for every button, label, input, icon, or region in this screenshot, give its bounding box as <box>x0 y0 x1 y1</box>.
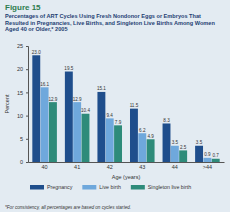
data-label: 6.2 <box>139 128 146 133</box>
y-tick-mark <box>26 46 28 47</box>
y-tick-mark <box>26 92 28 93</box>
x-tick: 41 <box>74 162 80 170</box>
y-axis-title: Percent <box>4 94 10 113</box>
legend-label: Live birth <box>99 184 121 190</box>
y-tick-label: 10 <box>17 113 23 119</box>
data-label: 11.5 <box>130 103 139 108</box>
chart: 23.0 19.5 15.1 11.5 8.3 3.5 16.1 12.9 9.4 6.2 3.5 0… <box>0 38 230 212</box>
data-label: 12.9 <box>73 97 82 102</box>
y-tick-label: 20 <box>17 66 23 72</box>
data-label: 9.4 <box>107 113 114 118</box>
y-tick-label: 15 <box>17 90 23 96</box>
y-tick: 15 <box>17 90 28 96</box>
footnote: *For consistency, all percentages are ba… <box>5 205 131 210</box>
y-tick-label: 25 <box>17 43 23 49</box>
y-tick-mark <box>26 139 28 140</box>
y-tick-mark <box>26 162 28 163</box>
y-tick-mark <box>26 116 28 117</box>
y-axis: 0 5 10 15 20 25 <box>17 43 29 165</box>
legend-swatch <box>131 185 145 190</box>
bar <box>163 123 171 162</box>
data-label: 10.4 <box>81 108 90 113</box>
x-axis: 40 41 42 43 44 >44 <box>29 162 225 170</box>
bar <box>195 146 203 162</box>
x-tick-label: >44 <box>203 164 212 170</box>
bar <box>203 158 211 162</box>
data-label: 19.5 <box>64 66 73 71</box>
legend-swatch <box>30 185 44 190</box>
x-tick: >44 <box>203 162 212 170</box>
y-tick: 0 <box>20 159 28 165</box>
x-axis-line <box>29 162 225 163</box>
bar <box>32 55 40 162</box>
bar <box>147 139 155 162</box>
data-label: 12.9 <box>48 97 57 102</box>
data-label: 3.5 <box>172 140 179 145</box>
y-axis-line <box>26 47 29 163</box>
bar <box>73 102 81 162</box>
data-labels: 23.0 19.5 15.1 11.5 8.3 3.5 16.1 12.9 9.4 6.2 3.5 0… <box>32 50 220 158</box>
bar <box>65 72 73 162</box>
y-tick-mark <box>26 69 28 70</box>
legend-swatch <box>82 185 96 190</box>
x-tick-label: 43 <box>139 164 145 170</box>
y-tick: 10 <box>17 113 28 119</box>
bar <box>49 102 57 162</box>
bar <box>106 118 114 162</box>
plot: 23.0 19.5 15.1 11.5 8.3 3.5 16.1 12.9 9.4 6.2 3.5 0… <box>17 43 225 170</box>
bar <box>212 159 220 162</box>
data-label: 0.7 <box>213 153 220 158</box>
legend-label: Pregnancy <box>47 184 73 190</box>
bar <box>97 92 105 162</box>
data-label: 4.9 <box>147 134 154 139</box>
bar <box>138 133 146 162</box>
y-tick-label: 5 <box>20 136 23 142</box>
bar <box>41 87 49 162</box>
data-label: 16.1 <box>40 82 49 87</box>
x-tick-label: 44 <box>172 164 178 170</box>
data-label: 7.9 <box>115 120 122 125</box>
bar <box>82 114 90 162</box>
subtitle: Percentages of ART Cycles Using Fresh No… <box>5 13 225 33</box>
data-label: 2.5 <box>180 145 187 150</box>
x-tick: 43 <box>139 162 145 170</box>
bar <box>179 150 187 162</box>
x-tick: 40 <box>42 162 48 170</box>
y-tick: 5 <box>20 136 28 142</box>
data-label: 23.0 <box>32 50 41 55</box>
data-label: 0.9 <box>204 152 211 157</box>
bar <box>130 109 138 162</box>
y-tick-label: 0 <box>20 159 23 165</box>
x-tick-label: 42 <box>107 164 113 170</box>
legend-label: Singleton live birth <box>148 184 191 190</box>
x-axis-title: Age (years) <box>112 174 141 180</box>
data-label: 8.3 <box>163 118 170 123</box>
legend: Pregnancy Live birth Singleton live birth <box>30 184 191 190</box>
y-tick: 20 <box>17 66 28 72</box>
x-tick-label: 40 <box>42 164 48 170</box>
bar <box>171 146 179 162</box>
y-tick: 25 <box>17 43 28 49</box>
data-label: 15.1 <box>97 86 106 91</box>
data-label: 3.5 <box>196 140 203 145</box>
bar <box>114 125 122 162</box>
title: Figure 15 <box>5 3 225 12</box>
bars <box>32 55 219 162</box>
x-tick-label: 41 <box>74 164 80 170</box>
x-tick: 42 <box>107 162 113 170</box>
x-tick: 44 <box>172 162 178 170</box>
